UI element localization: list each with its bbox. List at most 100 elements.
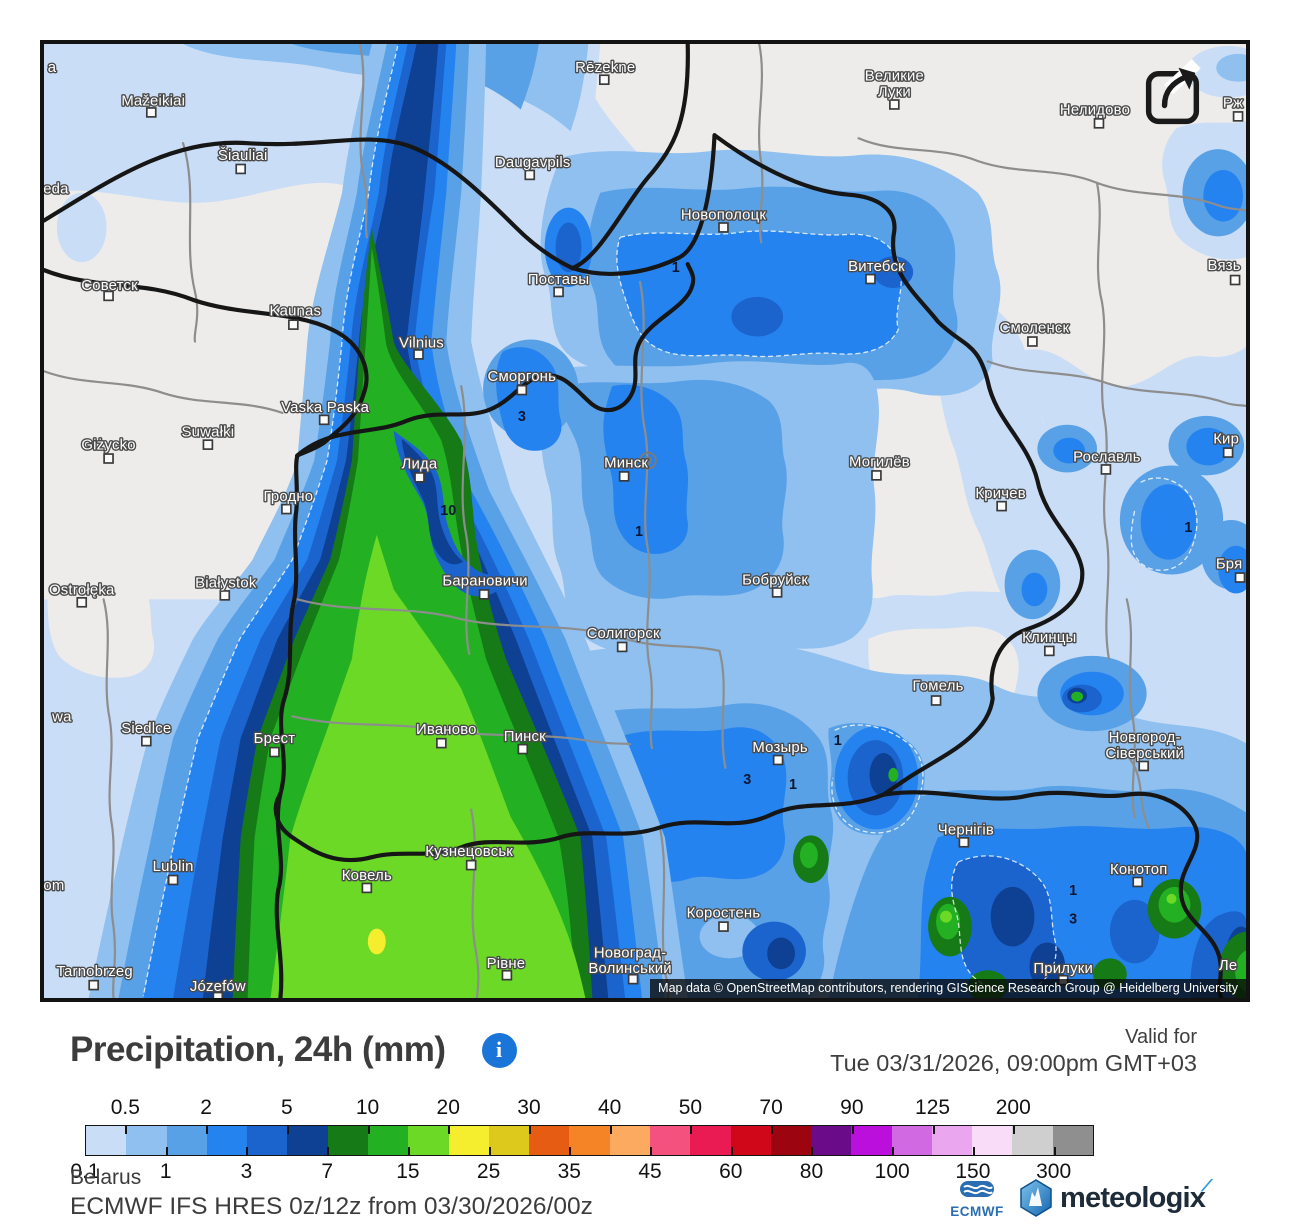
city-marker[interactable]: [553, 286, 564, 298]
contour-value-label: 1: [672, 260, 680, 276]
city-marker[interactable]: [718, 921, 729, 932]
city-marker[interactable]: [618, 471, 630, 482]
city-label: Витебск: [848, 259, 905, 275]
city-marker[interactable]: [958, 837, 970, 848]
city-marker[interactable]: [865, 273, 876, 285]
city-label: Брест: [254, 731, 296, 747]
city-marker[interactable]: [772, 754, 784, 766]
city-marker[interactable]: [219, 590, 231, 601]
edge-city-label: om: [44, 878, 64, 894]
city-marker[interactable]: [996, 500, 1007, 512]
legend-top-value: 5: [280, 1096, 293, 1119]
city-marker[interactable]: [598, 74, 610, 86]
city-marker[interactable]: [288, 319, 299, 330]
city-label: Кричев: [975, 486, 1025, 502]
legend-bottom-value: 100: [874, 1160, 910, 1183]
city-label: Новополоцк: [681, 208, 767, 224]
city-label: Солигорск: [587, 626, 660, 642]
city-marker[interactable]: [167, 874, 179, 886]
legend-bottom-value: 35: [557, 1160, 581, 1183]
city-label: Rēzekne: [575, 60, 635, 76]
capital-icon: [639, 451, 657, 470]
city-marker[interactable]: [871, 470, 882, 481]
share-icon[interactable]: [1145, 59, 1201, 125]
legend-tick: [851, 1126, 854, 1134]
city-marker[interactable]: [1138, 760, 1149, 772]
city-label: Siedlce: [121, 721, 171, 737]
legend-top-value: 0.5: [110, 1096, 140, 1119]
city-marker[interactable]: [478, 589, 490, 600]
city-marker[interactable]: [501, 969, 513, 981]
city-marker[interactable]: [1222, 447, 1234, 458]
legend-tick: [972, 1147, 975, 1155]
legend-cell: [770, 1126, 812, 1155]
city-marker[interactable]: [1234, 572, 1246, 583]
city-marker[interactable]: [235, 163, 247, 175]
city-marker[interactable]: [1043, 645, 1055, 657]
legend-cell: [649, 1126, 691, 1155]
city-label: Чернігів: [938, 822, 994, 838]
edge-city-label: еda: [44, 182, 69, 198]
ecmwf-logo-icon: [960, 1181, 994, 1197]
city-label: Рославль: [1073, 450, 1141, 466]
city-label: Vaska Paska: [281, 400, 370, 416]
precipitation-legend: 0.5 2 5 10 20 30 40 50 70 90 125 200 0.1 1 3 7 15 25 35 45…: [70, 1096, 1094, 1192]
city-label: Новгород-: [1109, 730, 1181, 746]
legend-tick: [1053, 1147, 1056, 1155]
city-marker[interactable]: [930, 695, 942, 706]
model-run-label: ECMWF IFS HRES 0z/12z from 03/30/2026/00…: [70, 1193, 593, 1220]
local-precip-blobs: [483, 207, 593, 451]
info-icon[interactable]: i: [481, 1032, 517, 1068]
city-marker[interactable]: [1229, 274, 1241, 286]
legend-cell: [408, 1126, 449, 1155]
contour-value-label: 1: [1069, 883, 1077, 899]
city-marker[interactable]: [524, 169, 536, 181]
city-label: Клинцы: [1022, 630, 1076, 646]
city-marker[interactable]: [269, 746, 280, 758]
legend-tick: [932, 1126, 935, 1134]
legend-top-value: 200: [995, 1096, 1031, 1119]
meteologix-logo[interactable]: meteologix ∕: [1018, 1174, 1209, 1218]
legend-cell: [569, 1126, 610, 1155]
city-marker[interactable]: [627, 973, 639, 985]
city-marker[interactable]: [281, 503, 292, 515]
city-marker[interactable]: [1232, 111, 1244, 122]
city-marker[interactable]: [145, 107, 157, 118]
legend-cell: [891, 1126, 932, 1155]
city-marker[interactable]: [202, 439, 214, 450]
city-marker[interactable]: [1132, 876, 1144, 888]
city-marker[interactable]: [889, 99, 900, 110]
city-label: Ковель: [342, 868, 392, 884]
city-marker[interactable]: [103, 453, 114, 464]
city-marker[interactable]: [517, 743, 529, 755]
city-marker[interactable]: [103, 290, 114, 302]
legend-top-value: 20: [436, 1096, 460, 1119]
city-marker[interactable]: [1093, 118, 1105, 129]
city-marker[interactable]: [88, 979, 99, 991]
legend-tick: [286, 1126, 289, 1134]
city-marker[interactable]: [414, 472, 425, 483]
legend-tick: [448, 1126, 451, 1134]
city-marker[interactable]: [516, 384, 528, 396]
city-marker[interactable]: [141, 735, 152, 747]
city-marker[interactable]: [771, 587, 783, 598]
city-marker[interactable]: [718, 222, 729, 233]
city-marker[interactable]: [1100, 464, 1112, 475]
city-marker[interactable]: [465, 859, 477, 871]
legend-cell: [529, 1126, 570, 1155]
legend-tick: [1013, 1126, 1016, 1134]
city-marker[interactable]: [318, 414, 330, 426]
city-label: Рівне: [487, 956, 526, 972]
city-marker[interactable]: [1027, 336, 1038, 347]
legend-tick: [892, 1147, 895, 1155]
legend-bottom-value: 150: [955, 1160, 991, 1183]
city-marker[interactable]: [212, 991, 224, 998]
weather-map[interactable]: Mažeikiai Šiauliai Советск Kaunas Vilnius Rēz…: [40, 40, 1250, 1002]
city-marker[interactable]: [413, 349, 424, 360]
city-marker[interactable]: [616, 641, 628, 653]
city-marker[interactable]: [76, 597, 88, 608]
city-marker[interactable]: [361, 882, 373, 894]
ecmwf-logo[interactable]: ECMWF: [946, 1180, 1008, 1219]
city-marker[interactable]: [436, 737, 447, 749]
city-label: Рж: [1223, 95, 1243, 111]
